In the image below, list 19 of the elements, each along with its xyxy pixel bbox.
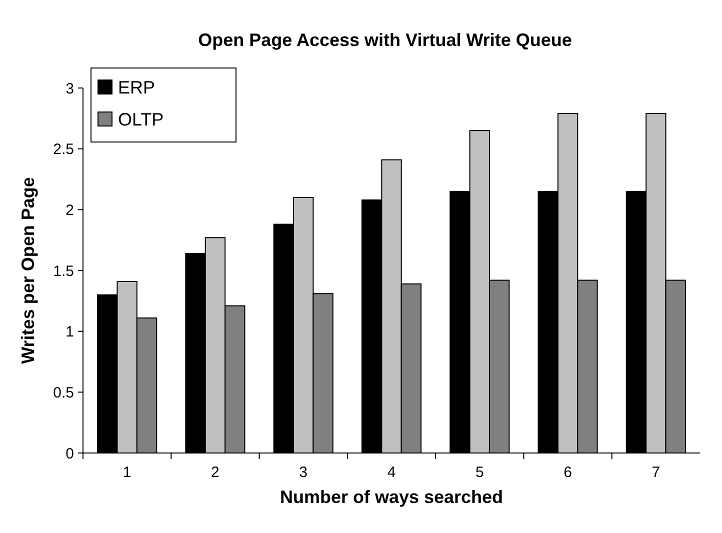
- y-tick-label: 3: [66, 80, 74, 98]
- x-tick-label: 1: [122, 464, 132, 481]
- y-tick-label: 0: [66, 445, 74, 462]
- x-tick-label: 4: [387, 464, 396, 481]
- y-tick-label: 1: [66, 324, 74, 341]
- x-axis-title: Number of ways searched: [280, 487, 504, 507]
- x-tick-label: 5: [475, 464, 484, 481]
- y-tick-label: 0.5: [53, 384, 74, 402]
- y-axis-title: Writes per Open Page: [18, 177, 38, 364]
- x-tick-label: 2: [211, 464, 220, 481]
- legend-label: OLTP: [118, 109, 164, 130]
- y-tick-label: 2: [66, 202, 74, 219]
- chart-title: Open Page Access with Virtual Write Queue: [198, 30, 572, 50]
- y-tick-label: 1.5: [53, 262, 74, 280]
- x-tick-label: 6: [564, 464, 572, 481]
- legend-label: ERP: [118, 77, 156, 98]
- y-tick-label: 2.5: [53, 141, 74, 158]
- x-tick-label: 7: [652, 464, 660, 481]
- x-tick-label: 3: [299, 464, 308, 481]
